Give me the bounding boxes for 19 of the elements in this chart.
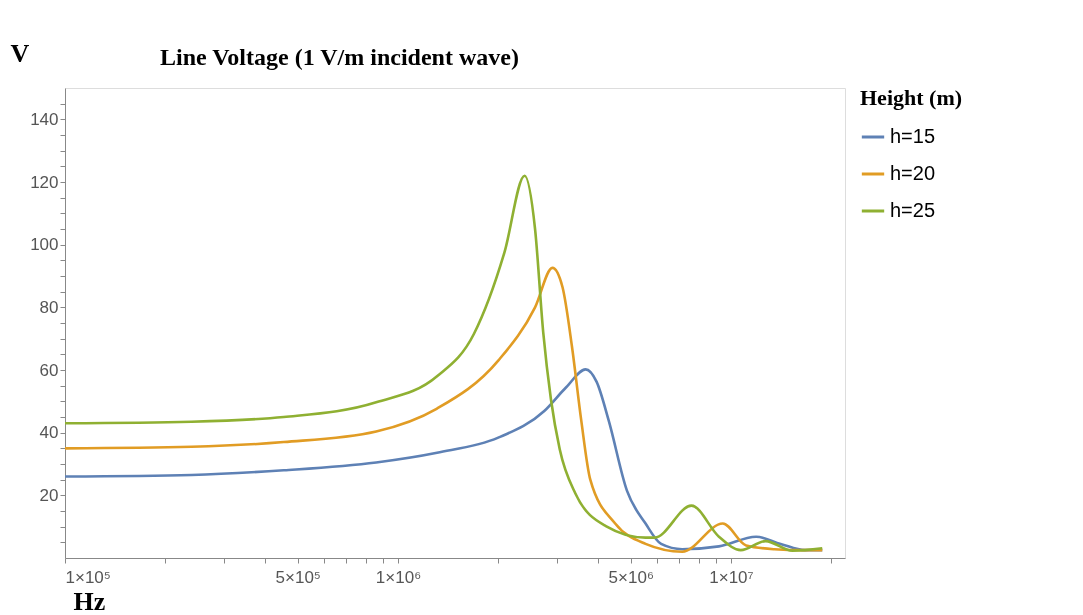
- y-tick-label: 60: [39, 360, 59, 380]
- chart-title: Line Voltage (1 V/m incident wave): [160, 44, 519, 70]
- y-tick-label: 40: [39, 423, 59, 443]
- x-tick-label: 5×10⁶: [608, 567, 654, 587]
- y-axis-title: V: [10, 38, 30, 68]
- y-tick-label: 120: [30, 172, 59, 192]
- y-tick-label: 140: [30, 109, 59, 129]
- x-tick-label: 1×10⁶: [375, 567, 422, 587]
- legend-label: h=25: [890, 199, 936, 221]
- x-tick-label: 1×10⁵: [65, 567, 111, 587]
- legend-title: Height (m): [860, 85, 963, 110]
- y-tick-label: 20: [39, 485, 59, 505]
- x-tick-label: 1×10⁷: [709, 567, 754, 587]
- legend-label: h=20: [890, 162, 936, 184]
- legend-label: h=15: [890, 125, 936, 147]
- x-axis-title: Hz: [73, 586, 106, 615]
- x-tick-label: 5×10⁵: [275, 567, 321, 587]
- y-tick-label: 80: [39, 297, 59, 317]
- y-tick-label: 100: [30, 235, 59, 255]
